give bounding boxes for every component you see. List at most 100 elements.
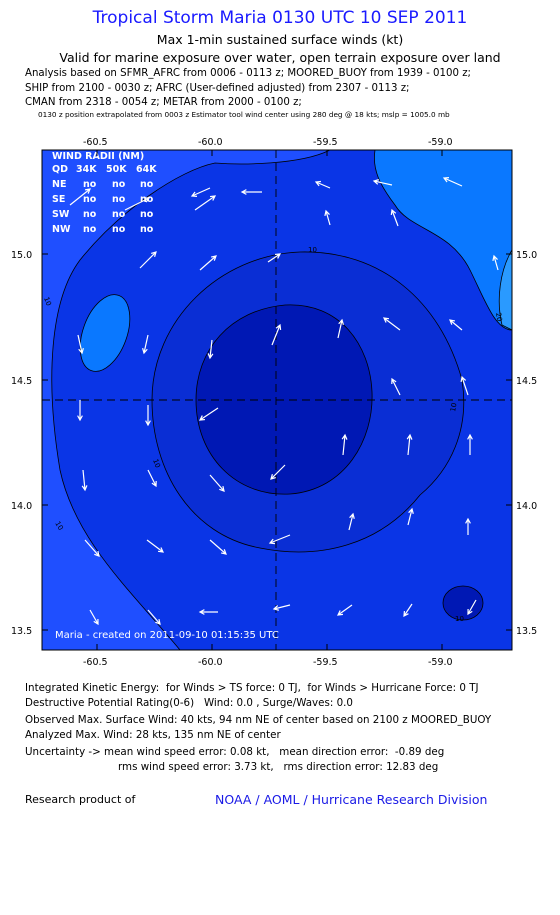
uncertainty-mean: Uncertainty -> mean wind speed error: 0.… <box>25 746 445 758</box>
page-title: Tropical Storm Maria 0130 UTC 10 SEP 201… <box>92 8 468 28</box>
lon-tick-top: -59.0 <box>428 137 453 148</box>
analysis-line: SHIP from 2100 - 0030 z; AFRC (User-defi… <box>25 82 410 94</box>
band-15-20 <box>195 304 373 495</box>
subtitle-validity: Valid for marine exposure over water, op… <box>59 50 501 65</box>
lat-tick-left: 15.0 <box>11 250 32 261</box>
wind-arrow <box>194 195 217 211</box>
position-note: 0130 z position extrapolated from 0003 z… <box>38 110 450 119</box>
analysis-line: Analysis based on SFMR_AFRC from 0006 - … <box>25 68 471 79</box>
wind-arrow <box>382 317 401 331</box>
contour-label: 10 <box>308 246 317 254</box>
wind-arrow <box>390 208 399 227</box>
wind-arrow <box>89 609 99 626</box>
analysis-sources: Analysis based on SFMR_AFRC from 0006 - … <box>25 67 471 111</box>
created-stamp: Maria - created on 2011-09-10 01:15:35 U… <box>55 630 279 641</box>
wind-radii-cell: no <box>140 224 154 235</box>
wind-arrow <box>465 517 471 535</box>
wind-radii-cell: no <box>112 209 126 220</box>
subtitle-winds: Max 1-min sustained surface winds (kt) <box>156 32 404 47</box>
wind-arrow <box>391 377 401 396</box>
ike-stat: Integrated Kinetic Energy: for Winds > T… <box>25 682 479 694</box>
contour-label: 10 <box>455 615 464 623</box>
wind-arrow <box>403 603 413 618</box>
wind-radii-col: QD <box>52 164 68 175</box>
wind-arrow <box>341 433 348 456</box>
wind-arrow <box>372 179 393 186</box>
plot-frame <box>41 149 513 651</box>
wind-arrow <box>198 407 219 421</box>
org-link[interactable]: NOAA / AOML / Hurricane Research Divisio… <box>215 792 488 807</box>
wind-radii-col: 34K <box>76 164 97 175</box>
lat-tick-left: 14.5 <box>11 376 32 387</box>
wind-arrow <box>314 180 331 189</box>
wind-radii-row-qd: SW <box>52 209 70 220</box>
band-20-east-edge <box>498 249 512 331</box>
wind-arrow <box>268 534 291 545</box>
wind-arrow <box>449 319 463 331</box>
wind-arrow <box>142 334 149 355</box>
wind-arrow <box>442 176 463 187</box>
wind-arrow <box>467 433 473 455</box>
wind-radii-cell: no <box>83 179 97 190</box>
wind-arrow <box>198 609 218 615</box>
contour-label: 20 <box>494 312 503 322</box>
wind-radii-cell: no <box>83 224 97 235</box>
wind-radii-row-qd: NW <box>52 224 71 235</box>
axis-ticks <box>42 150 512 650</box>
lat-tick-left: 13.5 <box>11 626 32 637</box>
band-light-north <box>42 150 331 650</box>
contour-label: 10 <box>53 520 64 532</box>
wind-arrow <box>270 464 286 480</box>
wind-contours <box>42 150 512 650</box>
wind-radii-cell: no <box>140 209 154 220</box>
wind-arrow <box>146 539 165 553</box>
research-label: Research product of <box>25 793 136 806</box>
wind-radii-col: 64K <box>136 164 157 175</box>
lat-tick-right: 15.0 <box>516 250 537 261</box>
wind-radii-cell: no <box>140 194 154 205</box>
wind-arrow <box>406 433 413 456</box>
wind-arrow <box>209 539 227 555</box>
wind-arrow <box>337 318 344 339</box>
wind-radii-cell: no <box>112 179 126 190</box>
wind-radii-table: WIND RADII (NM) QD 34K 50K 64K NE no no … <box>52 151 157 235</box>
wind-radii-col: 50K <box>106 164 127 175</box>
lat-tick-right: 14.5 <box>516 376 537 387</box>
wind-arrow <box>467 599 477 616</box>
wind-arrow <box>69 188 91 206</box>
wind-arrow <box>84 539 100 557</box>
wind-radii-title: WIND RADII (NM) <box>52 151 144 162</box>
wind-arrow <box>209 474 225 492</box>
observed-max-stat: Observed Max. Surface Wind: 40 kts, 94 n… <box>25 714 492 726</box>
wind-arrow <box>147 469 157 488</box>
wind-arrow <box>267 253 282 263</box>
analysis-line: CMAN from 2318 - 0054 z; METAR from 2000… <box>25 97 302 108</box>
wind-arrow <box>81 469 88 492</box>
lon-tick-bottom: -60.5 <box>83 657 108 668</box>
wind-arrow <box>190 187 211 198</box>
wind-arrow <box>324 209 331 226</box>
wind-radii-cell: no <box>112 224 126 235</box>
wind-arrow <box>272 604 291 611</box>
wind-radii-cell: no <box>112 194 126 205</box>
wind-arrow <box>139 251 157 269</box>
wind-arrow <box>199 255 217 271</box>
wind-arrow <box>336 604 353 616</box>
wind-arrow <box>145 405 151 427</box>
uncertainty-rms: rms wind speed error: 3.73 kt, rms direc… <box>118 761 439 773</box>
lat-tick-right: 14.0 <box>516 501 537 512</box>
wind-arrow <box>348 512 355 531</box>
lon-tick-bottom: -59.5 <box>313 657 338 668</box>
wind-arrow <box>77 334 84 355</box>
wind-vectors <box>69 176 499 626</box>
wind-radii-cell: no <box>140 179 154 190</box>
wind-arrow <box>77 400 83 422</box>
contour-label: 10 <box>449 402 458 412</box>
lat-tick-left: 14.0 <box>11 501 32 512</box>
wind-arrow <box>492 254 499 271</box>
wind-arrow <box>207 339 214 360</box>
dpr-stat: Destructive Potential Rating(0-6) Wind: … <box>25 697 353 709</box>
analyzed-max-stat: Analyzed Max. Wind: 28 kts, 135 nm NE of… <box>25 729 281 741</box>
wind-arrow <box>147 609 161 625</box>
